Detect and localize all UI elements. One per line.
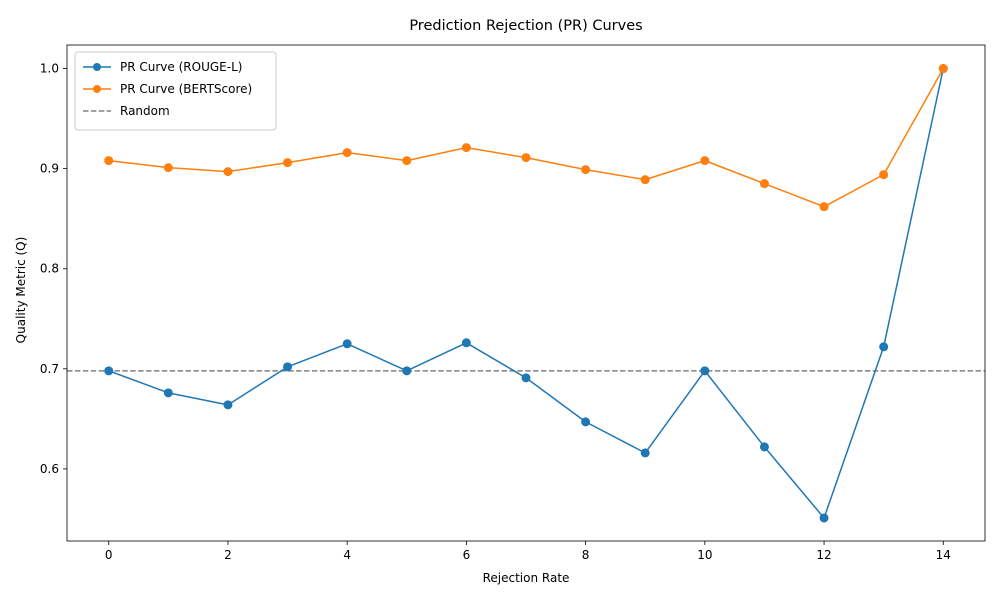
data-point-series-1	[342, 339, 352, 349]
data-point-series-2	[700, 156, 710, 166]
data-point-series-2	[879, 170, 889, 180]
data-point-series-1	[402, 366, 412, 376]
y-tick-label: 0.9	[40, 162, 59, 176]
data-point-series-1	[461, 338, 471, 348]
legend-label: Random	[120, 104, 170, 118]
data-point-series-1	[640, 448, 650, 458]
x-axis-label: Rejection Rate	[483, 571, 570, 585]
data-point-series-2	[342, 148, 352, 158]
data-point-series-2	[104, 156, 114, 166]
y-tick-label: 0.8	[40, 262, 59, 276]
x-tick-label: 0	[105, 548, 113, 562]
data-point-series-2	[223, 167, 233, 177]
data-point-series-1	[700, 366, 710, 376]
legend-label: PR Curve (BERTScore)	[120, 82, 252, 96]
data-point-series-2	[521, 153, 531, 163]
data-point-series-1	[819, 513, 829, 523]
data-point-series-2	[402, 156, 412, 166]
data-point-series-1	[283, 362, 293, 372]
y-tick-label: 0.6	[40, 462, 59, 476]
data-point-series-2	[581, 165, 591, 175]
series-line-1	[108, 68, 945, 519]
data-point-series-1	[759, 442, 769, 452]
x-tick-label: 10	[697, 548, 712, 562]
y-tick-label: 1.0	[40, 62, 59, 76]
data-point-series-1	[163, 388, 173, 398]
axes-frame	[66, 44, 986, 542]
x-tick-label: 8	[582, 548, 590, 562]
y-axis-label: Quality Metric (Q)	[14, 237, 28, 344]
data-point-series-2	[461, 143, 471, 153]
data-point-series-2	[640, 175, 650, 185]
data-point-series-1	[879, 342, 889, 352]
legend-box	[74, 51, 277, 131]
data-point-series-1	[223, 400, 233, 410]
legend-label: PR Curve (ROUGE-L)	[120, 60, 242, 74]
legend-swatch-marker	[93, 63, 101, 71]
x-tick-label: 6	[463, 548, 471, 562]
x-tick-label: 12	[816, 548, 831, 562]
legend: PR Curve (ROUGE-L) PR Curve (BERTScore) Ra…	[74, 51, 277, 131]
data-point-series-1	[104, 366, 114, 376]
data-point-series-2	[938, 64, 948, 74]
plot-area: 0 2 4 6 8 10 12 14 0.6 0.7 0.8 0.9 1.0 PR Curve (ROUG…	[40, 44, 986, 562]
data-point-series-2	[819, 202, 829, 212]
x-tick-label: 2	[224, 548, 232, 562]
data-point-series-2	[283, 158, 293, 168]
data-point-series-1	[521, 373, 531, 383]
y-tick-label: 0.7	[40, 362, 59, 376]
x-tick-label: 4	[343, 548, 351, 562]
x-tick-label: 14	[936, 548, 951, 562]
legend-swatch-marker	[93, 85, 101, 93]
data-point-series-2	[163, 163, 173, 173]
data-point-series-1	[581, 417, 591, 427]
chart-title: Prediction Rejection (PR) Curves	[409, 18, 642, 34]
data-point-series-2	[759, 179, 769, 189]
